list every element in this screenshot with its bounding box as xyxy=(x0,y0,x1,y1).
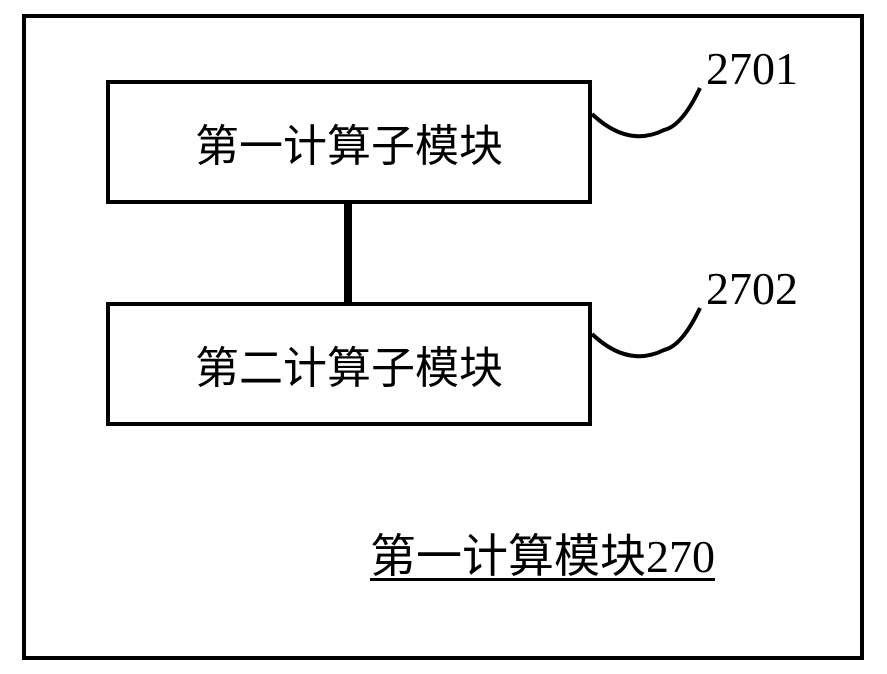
callout-path-2 xyxy=(592,308,700,356)
module-caption: 第一计算模块270 xyxy=(370,520,715,586)
